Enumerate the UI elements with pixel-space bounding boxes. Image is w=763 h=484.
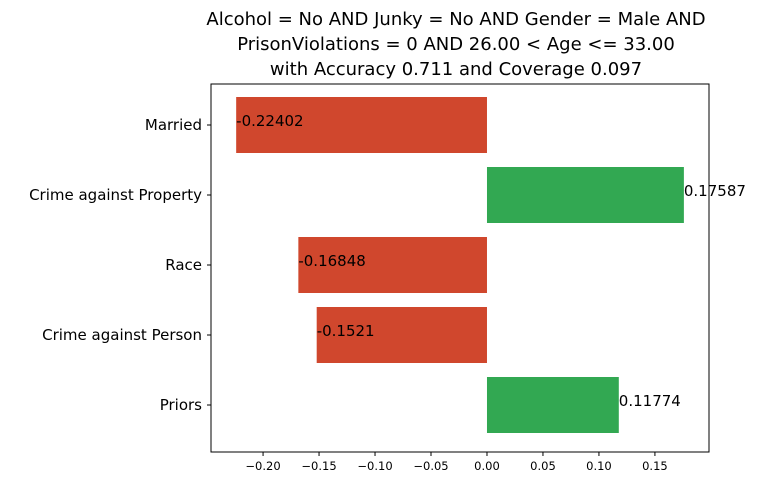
data-label-crime-against-property: 0.17587 <box>684 182 746 200</box>
bars-group <box>236 97 684 433</box>
category-label-married: Married <box>145 116 202 134</box>
chart-title-line-3: with Accuracy 0.711 and Coverage 0.097 <box>270 59 642 80</box>
chart-title-line-1: Alcohol = No AND Junky = No AND Gender =… <box>206 9 705 30</box>
category-label-crime-against-property: Crime against Property <box>29 186 202 204</box>
bar-crime-against-person <box>316 307 487 363</box>
category-labels: Married Crime against Property Race Crime a… <box>29 116 211 414</box>
value-labels: -0.22402 0.17587 -0.16848 -0.1521 0.11774 <box>236 112 746 410</box>
bar-race <box>298 237 487 293</box>
x-tick-label: 0.05 <box>530 459 556 473</box>
category-label-priors: Priors <box>160 396 202 414</box>
x-tick-label: 0.10 <box>586 459 612 473</box>
x-tick-label: 0.15 <box>642 459 668 473</box>
x-tick-label: 0.00 <box>474 459 500 473</box>
x-tick-label: −0.15 <box>301 459 336 473</box>
x-tick-label: −0.05 <box>413 459 448 473</box>
chart-title-line-2: PrisonViolations = 0 AND 26.00 < Age <= … <box>237 34 675 55</box>
x-axis: −0.20 −0.15 −0.10 −0.05 0.00 0.05 0.10 0.15 <box>245 452 668 473</box>
data-label-married: -0.22402 <box>236 112 303 130</box>
category-label-crime-against-person: Crime against Person <box>42 326 202 344</box>
x-tick-label: −0.20 <box>245 459 280 473</box>
data-label-priors: 0.11774 <box>619 392 681 410</box>
chart-title: Alcohol = No AND Junky = No AND Gender =… <box>206 9 705 80</box>
x-tick-label: −0.10 <box>357 459 392 473</box>
bar-crime-against-property <box>486 167 684 223</box>
data-label-race: -0.16848 <box>298 252 365 270</box>
bar-priors <box>486 377 619 433</box>
bar-married <box>236 97 487 153</box>
plot-frame <box>210 83 710 453</box>
data-label-crime-against-person: -0.1521 <box>317 322 375 340</box>
category-label-race: Race <box>165 256 202 274</box>
